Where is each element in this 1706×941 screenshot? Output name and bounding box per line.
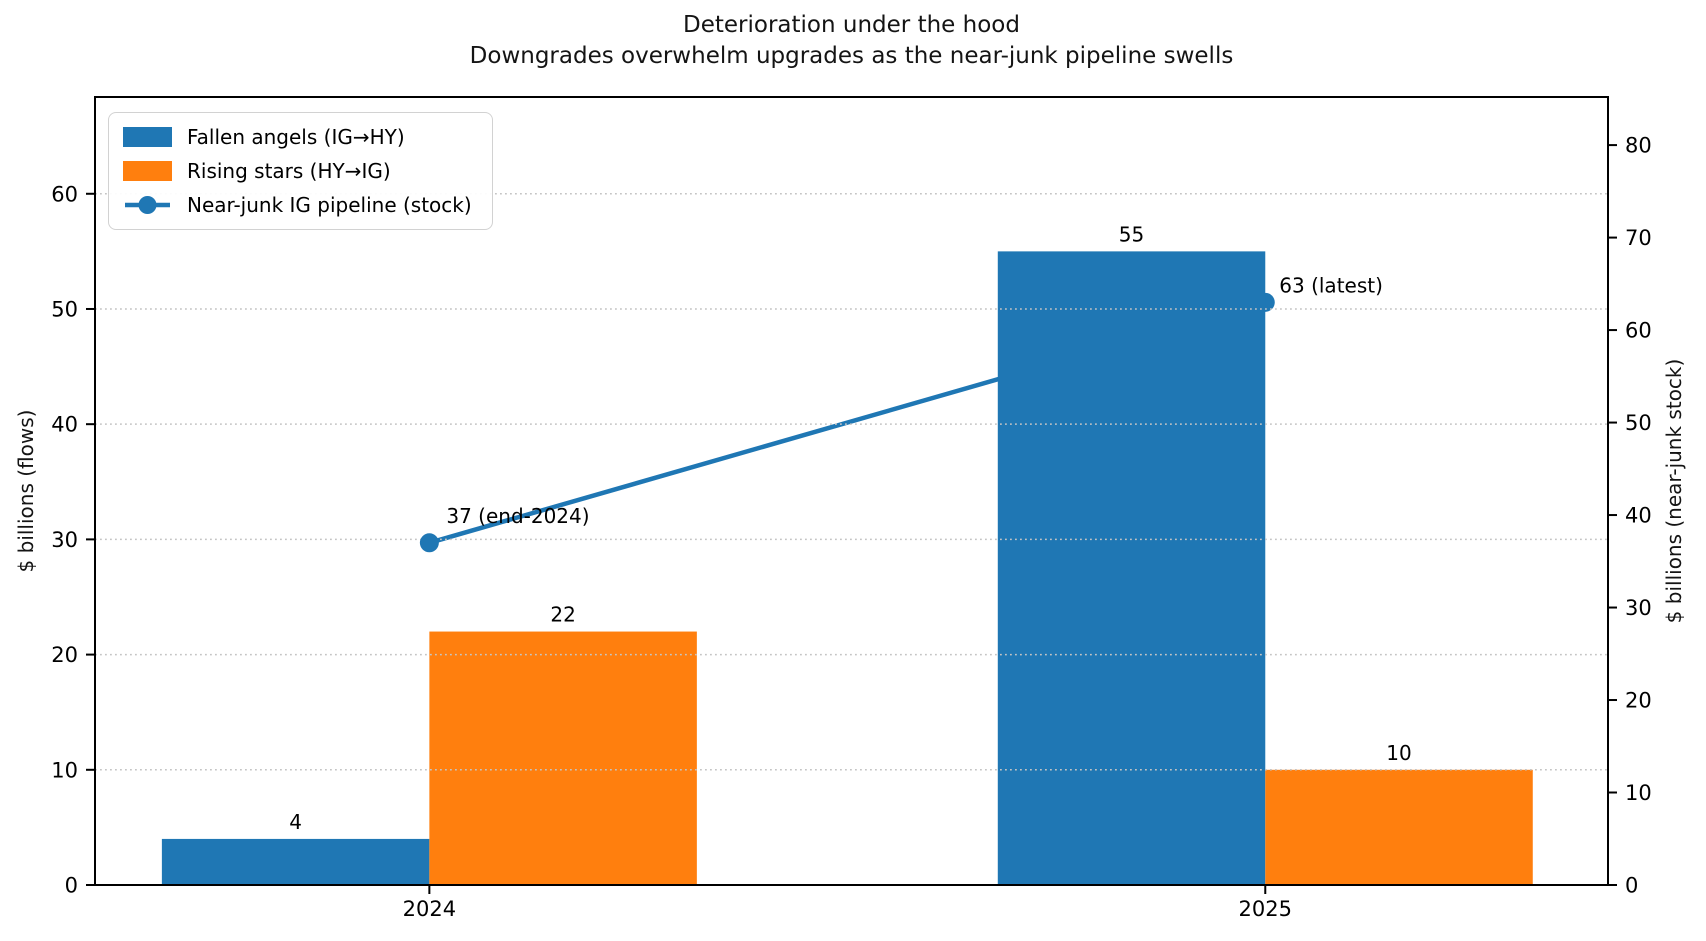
y-left-tick-label: 40	[51, 413, 78, 437]
y-left-tick-label: 30	[51, 528, 78, 552]
y-right-tick-label: 0	[1625, 874, 1638, 898]
bar-value-label: 22	[550, 603, 575, 627]
legend-swatch-rising-stars	[123, 161, 172, 181]
bar-value-label: 10	[1386, 741, 1411, 765]
chart-title: Deterioration under the hood	[683, 12, 1020, 38]
bar-fallen-angels-2025	[997, 251, 1266, 885]
legend: Fallen angels (IG→HY) Rising stars (HY→I…	[108, 112, 493, 230]
y-axis-label-right: $ billions (near-junk stock)	[1662, 358, 1686, 624]
y-right-tick-label: 20	[1625, 689, 1652, 713]
plot-border	[94, 96, 1609, 886]
legend-swatch-fallen-angels	[123, 127, 172, 147]
chart-subtitle: Downgrades overwhelm upgrades as the nea…	[469, 43, 1234, 69]
y-axis-label-left: $ billions (flows)	[14, 409, 38, 573]
title-block: Deterioration under the hood Downgrades …	[95, 10, 1608, 72]
legend-label-fallen-angels: Fallen angels (IG→HY)	[187, 125, 405, 149]
y-left-tick-label: 60	[51, 182, 78, 206]
y-left-tick-label: 0	[65, 874, 78, 898]
bar-fallen-angels-2024	[161, 838, 430, 885]
bar-rising-stars-2025	[1265, 769, 1533, 885]
y-right-tick-label: 80	[1625, 134, 1652, 158]
legend-line-marker-icon	[125, 196, 170, 214]
y-right-tick-label: 50	[1625, 411, 1652, 435]
y-right-tick-label: 10	[1625, 781, 1652, 805]
y-right-tick-label: 60	[1625, 319, 1652, 343]
y-left-tick-label: 10	[51, 758, 78, 782]
bar-value-label: 55	[1119, 222, 1144, 246]
y-right-tick-label: 40	[1625, 504, 1652, 528]
legend-item-fallen-angels: Fallen angels (IG→HY)	[123, 120, 472, 154]
annotation-latest: 63 (latest)	[1279, 273, 1383, 297]
y-right-tick-label: 30	[1625, 596, 1652, 620]
annotation-end-2024: 37 (end-2024)	[446, 504, 589, 528]
legend-item-pipeline: Near-junk IG pipeline (stock)	[123, 188, 472, 222]
x-tick-label-2024: 2024	[403, 897, 456, 921]
legend-label-pipeline: Near-junk IG pipeline (stock)	[187, 193, 472, 217]
bar-rising-stars-2024	[429, 631, 697, 885]
bar-value-label: 4	[289, 810, 302, 834]
legend-label-rising-stars: Rising stars (HY→IG)	[187, 159, 391, 183]
y-left-tick-label: 20	[51, 643, 78, 667]
legend-item-rising-stars: Rising stars (HY→IG)	[123, 154, 472, 188]
y-right-tick-label: 70	[1625, 226, 1652, 250]
y-left-tick-label: 50	[51, 297, 78, 321]
x-tick-label-2025: 2025	[1239, 897, 1292, 921]
pipeline-marker-2024	[419, 533, 439, 553]
